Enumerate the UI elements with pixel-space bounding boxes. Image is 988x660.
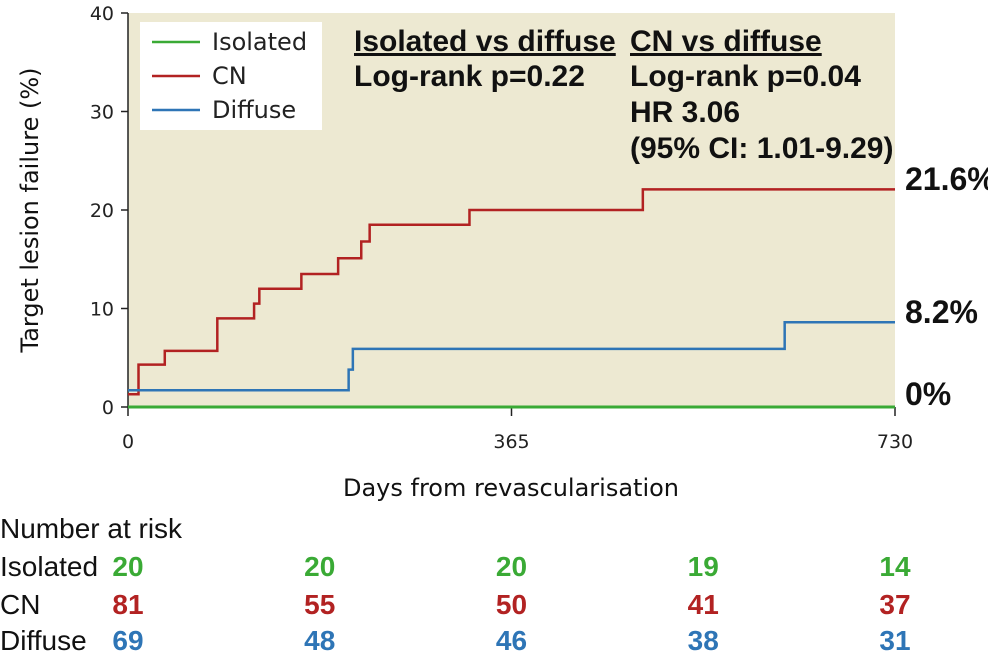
risk-value-cn: 81 bbox=[112, 589, 143, 620]
risk-value-diffuse: 46 bbox=[496, 625, 527, 656]
x-axis-title: Days from revascularisation bbox=[343, 474, 679, 502]
x-tick-label: 365 bbox=[493, 431, 529, 453]
end-label-cn: 21.6% bbox=[905, 161, 988, 197]
risk-table: Number at risk Isolated CN Diffuse 20 20 2… bbox=[0, 513, 911, 656]
annotation-title: CN vs diffuse bbox=[630, 25, 822, 58]
annotation-line: HR 3.06 bbox=[630, 96, 740, 129]
end-label-isolated: 0% bbox=[905, 376, 951, 412]
legend-label-cn: CN bbox=[212, 62, 247, 90]
annotation-title: Isolated vs diffuse bbox=[354, 25, 616, 58]
risk-row-label: Diffuse bbox=[0, 625, 87, 656]
risk-value-isolated: 20 bbox=[112, 551, 143, 582]
legend-label-isolated: Isolated bbox=[212, 28, 307, 56]
risk-value-diffuse: 38 bbox=[688, 625, 719, 656]
risk-value-cn: 55 bbox=[304, 589, 335, 620]
series-line-cn bbox=[128, 188, 895, 396]
risk-value-diffuse: 48 bbox=[304, 625, 335, 656]
risk-value-isolated: 19 bbox=[688, 551, 719, 582]
legend-label-diffuse: Diffuse bbox=[212, 96, 296, 124]
risk-row-label: CN bbox=[0, 589, 40, 620]
risk-value-isolated: 14 bbox=[879, 551, 911, 582]
y-tick-label: 10 bbox=[90, 299, 114, 321]
y-tick-label: 20 bbox=[90, 200, 114, 222]
y-tick-label: 40 bbox=[90, 3, 114, 25]
y-axis-title: Target lesion failure (%) bbox=[16, 68, 44, 354]
risk-row-label: Isolated bbox=[0, 551, 98, 582]
series-line-diffuse bbox=[128, 321, 895, 392]
x-tick-label: 0 bbox=[122, 431, 134, 453]
legend: Isolated CN Diffuse bbox=[140, 22, 322, 130]
end-label-diffuse: 8.2% bbox=[905, 294, 978, 330]
annotation-line: (95% CI: 1.01-9.29) bbox=[630, 132, 893, 165]
risk-value-diffuse: 69 bbox=[112, 625, 143, 656]
risk-value-cn: 37 bbox=[879, 589, 910, 620]
x-tick-label: 730 bbox=[877, 431, 913, 453]
risk-value-cn: 41 bbox=[688, 589, 719, 620]
annotation-isolated-vs-diffuse: Isolated vs diffuse Log-rank p=0.22 bbox=[354, 25, 616, 93]
y-tick-label: 0 bbox=[102, 397, 114, 419]
risk-value-cn: 50 bbox=[496, 589, 527, 620]
risk-value-isolated: 20 bbox=[304, 551, 335, 582]
y-tick-label: 30 bbox=[90, 102, 114, 124]
risk-table-title: Number at risk bbox=[0, 513, 183, 544]
risk-values: 20 20 20 19 14 81 55 50 41 37 69 48 46 38 31 bbox=[112, 551, 911, 656]
risk-value-isolated: 20 bbox=[496, 551, 527, 582]
annotation-line: Log-rank p=0.22 bbox=[354, 60, 585, 93]
annotation-line: Log-rank p=0.04 bbox=[630, 60, 861, 93]
series-lines bbox=[128, 188, 895, 409]
risk-value-diffuse: 31 bbox=[879, 625, 910, 656]
annotation-cn-vs-diffuse: CN vs diffuse Log-rank p=0.04 HR 3.06 (9… bbox=[630, 25, 893, 165]
